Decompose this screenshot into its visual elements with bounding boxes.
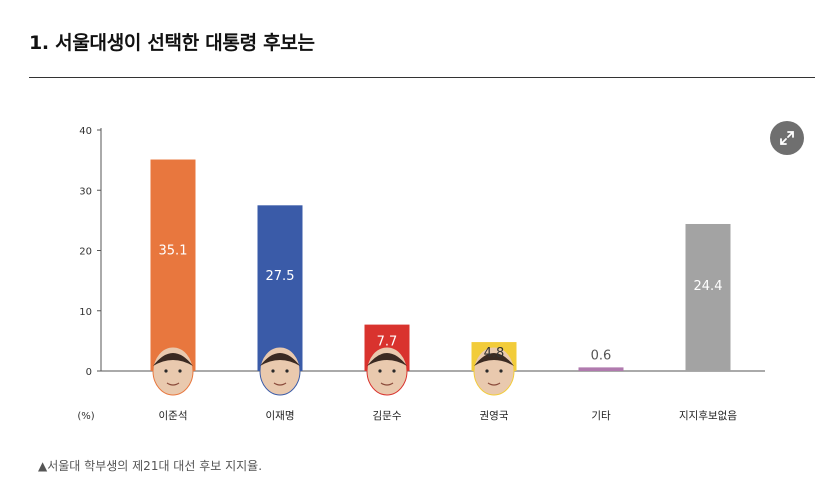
bar-value-label: 35.1 bbox=[159, 244, 188, 259]
bar-value-label: 0.6 bbox=[591, 348, 612, 363]
bar-value-label: 27.5 bbox=[266, 269, 295, 284]
bar bbox=[578, 367, 624, 371]
bar-value-label: 4.8 bbox=[484, 346, 505, 361]
candidate-portrait-icon bbox=[152, 346, 194, 396]
bar-value-label: 7.7 bbox=[377, 334, 398, 349]
chart-caption: ▲서울대 학부생의 제21대 대선 후보 지지율. bbox=[38, 459, 263, 473]
expand-button[interactable] bbox=[770, 121, 804, 155]
bar bbox=[257, 205, 303, 371]
x-category-label: 기타 bbox=[591, 410, 611, 422]
x-category-label: 권영국 bbox=[480, 410, 509, 422]
candidate-portrait-icon bbox=[366, 346, 408, 396]
page-title: 1. 서울대생이 선택한 대통령 후보는 bbox=[29, 32, 315, 54]
y-tick-label: 40 bbox=[79, 126, 92, 137]
bar bbox=[150, 159, 196, 371]
bar-chart: 0 10 20 30 40 (%) 35.1 이준석 27.5 이재명 7.7 김문수 4.8 권영국 0.… bbox=[77, 126, 765, 422]
y-tick-label: 20 bbox=[79, 247, 92, 258]
bar-value-label: 24.4 bbox=[694, 279, 723, 294]
x-category-label: 김문수 bbox=[373, 410, 402, 422]
x-category-label: 이재명 bbox=[266, 410, 295, 422]
y-tick-label: 30 bbox=[79, 186, 92, 197]
expand-arrows-icon bbox=[780, 131, 794, 145]
candidate-portrait-icon bbox=[473, 346, 515, 396]
candidate-portrait-icon bbox=[259, 346, 301, 396]
x-category-label: 지지후보없음 bbox=[679, 409, 737, 422]
y-tick-label: 0 bbox=[86, 367, 92, 378]
y-tick-label: 10 bbox=[79, 307, 92, 318]
y-axis-unit-label: (%) bbox=[77, 411, 94, 422]
x-category-label: 이준석 bbox=[159, 410, 188, 422]
title-divider bbox=[29, 77, 815, 78]
bar bbox=[685, 223, 731, 371]
